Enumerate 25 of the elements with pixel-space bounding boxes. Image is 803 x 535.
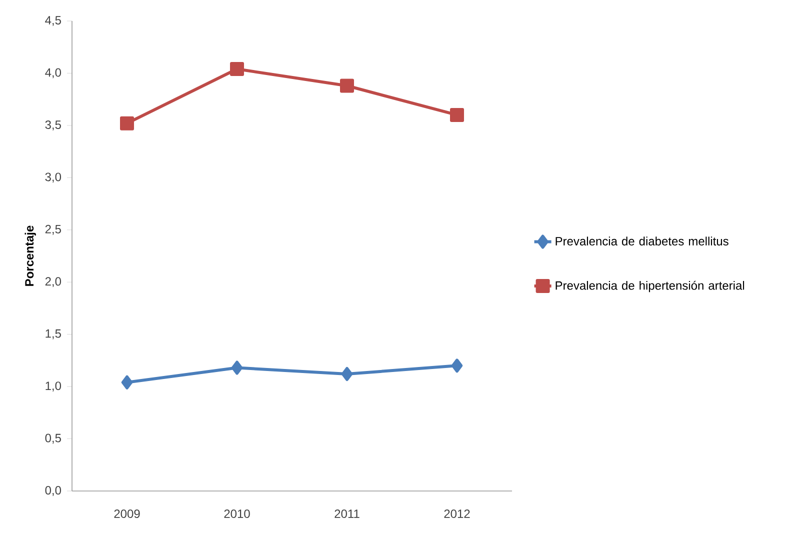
y-tick-label: 0,5 [45,434,61,444]
point [120,116,134,130]
y-tick-label: 2,5 [45,224,61,235]
point [230,62,244,76]
y-tick-label: 3,0 [45,172,62,183]
y-tick-label: 4,5 [45,16,61,26]
point [121,375,133,390]
x-tick-label: 2011 [334,510,360,518]
point [231,360,243,375]
y-tick-label: 1,5 [46,329,61,340]
y-tick-label: 2,0 [45,277,62,288]
point [450,108,464,122]
y-axis-title: Porcentaje [24,226,36,286]
point [340,78,354,93]
point [341,367,353,382]
point [451,358,463,373]
legend-label: Prevalencia de hipertensión arterial [556,280,744,292]
y-tick-label: 0,0 [45,486,62,496]
x-tick-label: 2012 [444,510,470,518]
y-tick-label: 3,5 [45,120,61,130]
x-tick-label: 2009 [114,510,140,518]
y-tick-label: 1,0 [46,382,62,392]
x-tick-label: 2010 [224,510,250,518]
legend-label: Prevalencia de diabetes mellitus [556,236,728,246]
y-tick-label: 4,0 [45,68,62,78]
